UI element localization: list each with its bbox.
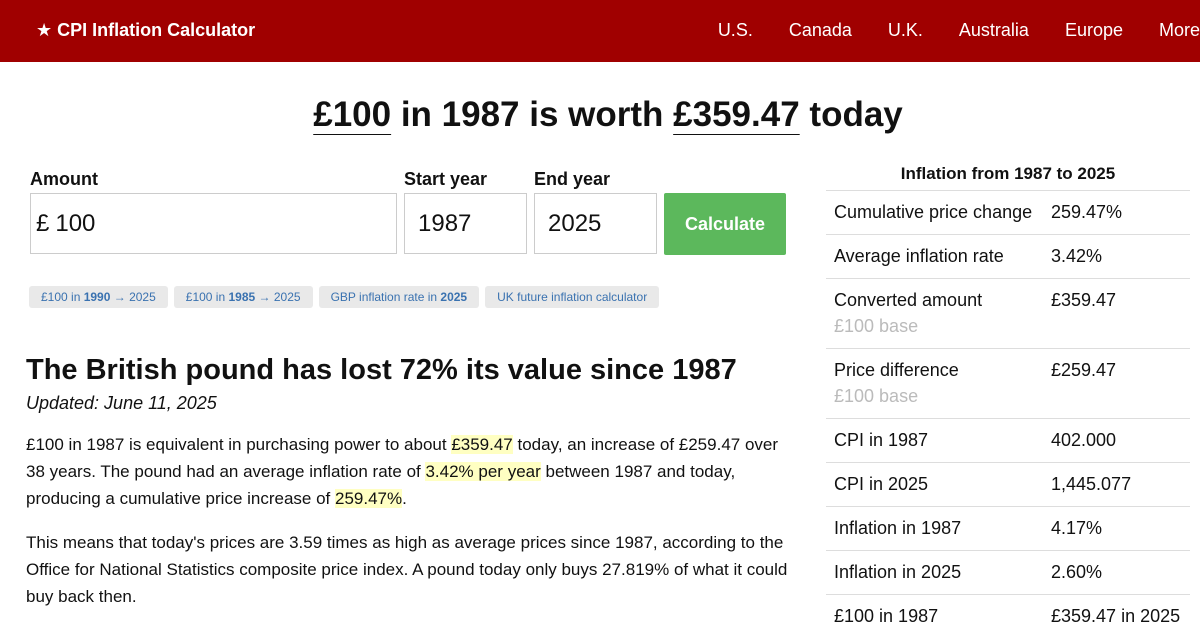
row-label-cell: Cumulative price change [834,201,1051,223]
chip-text: UK future inflation calculator [497,290,648,304]
currency: £ [36,209,50,237]
row-label-cell: Price difference £100 base [834,359,1051,407]
row-value: £359.47 in 2025 [1051,606,1181,626]
headline-result: £359.47 [673,95,800,134]
row-label: Inflation in 1987 [834,518,962,538]
chip-text: GBP inflation rate in [330,290,441,304]
headline-text: today [799,95,903,134]
row-label-cell: CPI in 2025 [834,473,1051,495]
table-row: CPI in 2025 1,445.077 [826,462,1190,506]
row-value: £259.47 [1051,360,1117,380]
nav-link[interactable]: Europe [1064,20,1123,40]
row-label: CPI in 2025 [834,474,929,494]
amount-input[interactable]: £100 [30,193,397,254]
chip-text: £100 in [185,290,229,304]
nav-link[interactable]: Canada [788,20,852,40]
sidebar: Inflation from 1987 to 2025 Cumulative p… [826,164,1190,638]
chip[interactable]: UK future inflation calculator [485,286,660,308]
nav-link[interactable]: U.S. [717,20,753,40]
nav-link[interactable]: More [1158,20,1200,40]
highlight: 259.47% [335,489,403,508]
chip-text: → 2025 [110,290,156,304]
chip-text: → 2025 [255,290,301,304]
article: The British pound has lost 72% its value… [26,354,796,610]
start-input[interactable]: 1987 [404,193,527,254]
table-row: CPI in 1987 402.000 [826,418,1190,462]
chip[interactable]: £100 in 1990 → 2025 [29,286,168,308]
row-value: 1,445.077 [1051,474,1132,494]
row-label-cell: Inflation in 1987 [834,517,1051,539]
amount-label: Amount [30,169,98,189]
paragraph-text: between 1987 and today, producing a cumu… [26,462,740,508]
article-heading: The British pound has lost 72% its value… [26,354,737,386]
table-row: Inflation in 1987 4.17% [826,506,1190,550]
paragraph-text: £100 in 1987 is equivalent in purchasing… [26,435,452,454]
chip-year: 1990 [83,290,111,304]
paragraph: This means that today's prices are 3.59 … [26,529,796,610]
row-value: 2.60% [1051,562,1103,582]
row-note: £100 base [834,316,919,336]
nav-link[interactable]: U.K. [887,20,923,40]
start-value: 1987 [418,209,472,237]
brand[interactable]: ★ CPI Inflation Calculator [36,20,256,40]
paragraph: £100 in 1987 is equivalent in purchasing… [26,431,796,512]
end-input[interactable]: 2025 [534,193,657,254]
headline: £100 in 1987 is worth £359.47 today [0,95,1200,135]
updated: Updated: June 11, 2025 [26,393,217,413]
row-label-cell: Average inflation rate [834,245,1051,267]
sidebar-table: Cumulative price change 259.47% Average in… [826,190,1190,638]
paragraph-text: This means that today's prices are 3.59 … [26,533,793,606]
row-label: £100 in 1987 [834,606,939,626]
row-label: Average inflation rate [834,246,1004,266]
end-value: 2025 [548,209,602,237]
row-note: £100 base [834,386,919,406]
row-label: CPI in 1987 [834,430,929,450]
chips: £100 in 1990 → 2025 £100 in 1985 → 2025 GB… [29,286,665,308]
chip-year: 2025 [440,290,468,304]
highlight: 3.42% per year [425,462,541,481]
calculate-button[interactable]: Calculate [664,193,786,255]
table-row: Average inflation rate 3.42% [826,234,1190,278]
nav-link[interactable]: Australia [958,20,1029,40]
row-value: 259.47% [1051,202,1123,222]
table-row: Cumulative price change 259.47% [826,190,1190,234]
chip[interactable]: £100 in 1985 → 2025 [173,286,313,308]
row-value: 402.000 [1051,430,1117,450]
row-label-cell: Converted amount £100 base [834,289,1051,337]
chip[interactable]: GBP inflation rate in 2025 [318,286,480,308]
table-row: Price difference £100 base £259.47 [826,348,1190,418]
table-row: Inflation in 2025 2.60% [826,550,1190,594]
highlight: £359.47 [451,435,513,454]
row-label-cell: Inflation in 2025 [834,561,1051,583]
paragraphs: £100 in 1987 is equivalent in purchasing… [26,431,796,610]
paragraph-text: . [402,489,407,508]
paragraph-text: today, an increase of £259.47 over 38 ye… [26,435,783,481]
top-bar: ★ CPI Inflation Calculator U.S. Canada U.K… [0,0,1200,62]
chip-text: £100 in [41,290,84,304]
amount-value: 100 [55,209,96,237]
row-label: Cumulative price change [834,202,1033,222]
row-label: Converted amount [834,290,983,310]
row-value: 3.42% [1051,246,1103,266]
row-value: 4.17% [1051,518,1103,538]
row-value: £359.47 [1051,290,1117,310]
start-label: Start year [404,169,488,189]
end-label: End year [534,169,611,189]
nav: U.S. Canada U.K. Australia Europe More [682,20,1200,41]
chip-year: 1985 [228,290,256,304]
headline-text: in 1987 is worth [391,95,674,134]
headline-amount: £100 [313,95,392,134]
table-row: Converted amount £100 base £359.47 [826,278,1190,348]
row-label: Inflation in 2025 [834,562,962,582]
table-row: £100 in 1987 £359.47 in 2025 [826,594,1190,638]
row-label-cell: CPI in 1987 [834,429,1051,451]
sidebar-title: Inflation from 1987 to 2025 [900,164,1116,183]
row-label: Price difference [834,360,959,380]
row-label-cell: £100 in 1987 [834,605,1051,627]
